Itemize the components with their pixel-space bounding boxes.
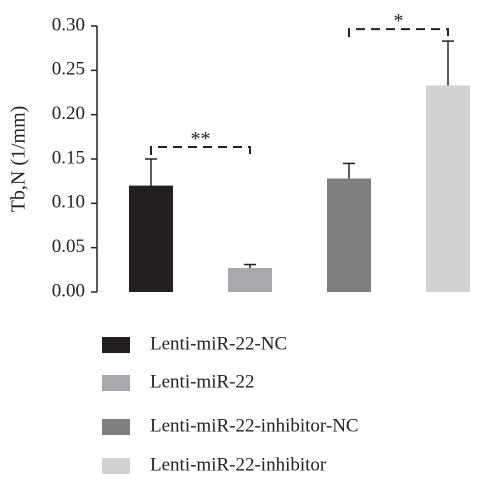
significance-label: ** bbox=[191, 128, 211, 150]
significance-bracket: ** bbox=[150, 128, 251, 155]
legend-swatch bbox=[102, 458, 130, 474]
y-tick-label: 0.10 bbox=[52, 192, 85, 213]
significance-label: * bbox=[394, 10, 404, 32]
legend-item: Lenti-miR-22 bbox=[102, 371, 254, 392]
y-tick-label: 0.15 bbox=[52, 147, 85, 168]
bracket-line bbox=[348, 28, 449, 38]
legend-label: Lenti-miR-22 bbox=[150, 371, 254, 392]
legend-label: Lenti-miR-22-NC bbox=[150, 333, 287, 354]
bars bbox=[129, 40, 470, 292]
legend-label: Lenti-miR-22-inhibitor-NC bbox=[150, 415, 359, 436]
y-tick-label: 0.00 bbox=[52, 280, 85, 301]
legend: Lenti-miR-22-NC Lenti-miR-22 Lenti-miR-22-… bbox=[102, 333, 359, 475]
legend-label: Lenti-miR-22-inhibitor bbox=[150, 454, 327, 475]
y-tick-label: 0.30 bbox=[52, 14, 85, 35]
bar bbox=[129, 185, 173, 292]
y-tick-label: 0.25 bbox=[52, 59, 85, 80]
bar bbox=[327, 178, 371, 292]
significance-bracket: * bbox=[348, 10, 449, 38]
legend-swatch bbox=[102, 419, 130, 435]
legend-swatch bbox=[102, 337, 130, 353]
y-tick-label: 0.05 bbox=[52, 236, 85, 257]
y-axis: 0.00 0.05 0.10 0.15 0.20 0.25 0.30 bbox=[52, 14, 98, 301]
y-axis-title: Tb,N (1/mm) bbox=[8, 106, 30, 213]
y-tick-label: 0.20 bbox=[52, 103, 85, 124]
significance-brackets: *** bbox=[150, 10, 449, 155]
legend-item: Lenti-miR-22-inhibitor-NC bbox=[102, 415, 359, 436]
bracket-line bbox=[150, 146, 251, 155]
bar bbox=[426, 85, 470, 292]
legend-swatch bbox=[102, 375, 130, 391]
legend-item: Lenti-miR-22-NC bbox=[102, 333, 287, 354]
bar bbox=[228, 268, 272, 292]
legend-item: Lenti-miR-22-inhibitor bbox=[102, 454, 327, 475]
